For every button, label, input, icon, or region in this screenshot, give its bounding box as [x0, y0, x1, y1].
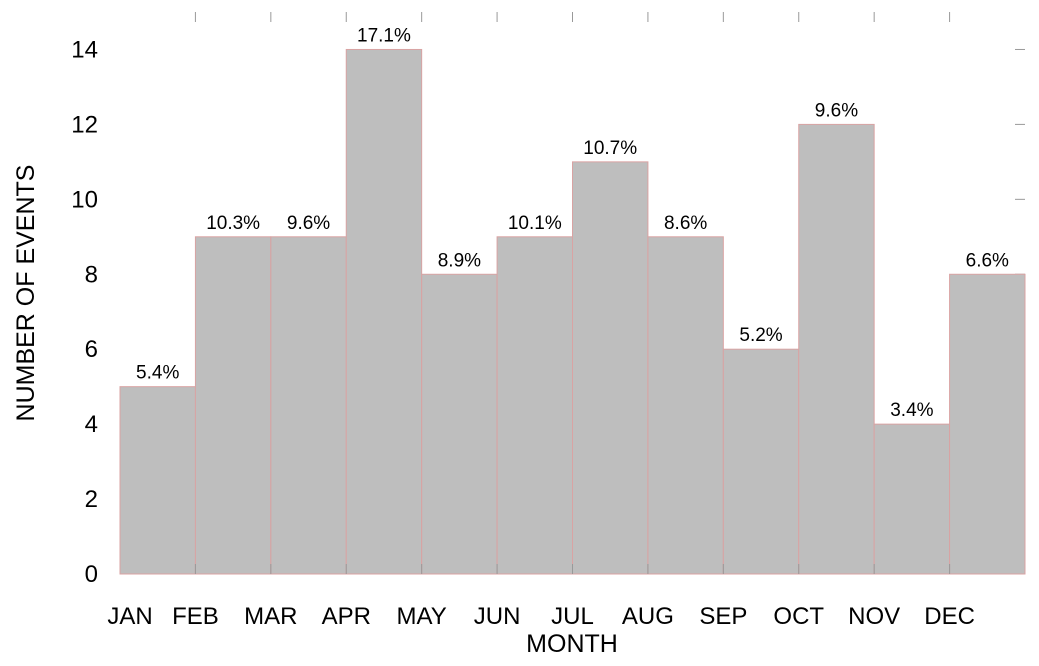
x-tick-label: MAR — [244, 603, 297, 630]
bar-percent-label: 9.6% — [815, 100, 858, 121]
bar-percent-label: 10.3% — [206, 213, 260, 234]
bar-percent-label: 10.7% — [583, 138, 637, 159]
bar — [647, 236, 724, 575]
bar-percent-label: 9.6% — [287, 213, 330, 234]
bar — [572, 161, 649, 575]
bar — [421, 273, 498, 575]
bar-percent-label: 3.4% — [890, 400, 933, 421]
y-tick-label: 14 — [71, 36, 98, 63]
x-tick-label: DEC — [924, 603, 975, 630]
x-tick-label: SEP — [699, 603, 747, 630]
x-tick-label: MAY — [397, 603, 447, 630]
y-tick-label: 4 — [85, 411, 98, 438]
x-tick-label: JUL — [551, 603, 594, 630]
x-tick-label: AUG — [622, 603, 674, 630]
x-tick-label: APR — [322, 603, 371, 630]
bar — [194, 236, 272, 575]
bar-percent-label: 8.9% — [438, 250, 481, 271]
x-axis-label: MONTH — [526, 630, 618, 658]
bar — [798, 123, 875, 575]
y-tick-label: 8 — [85, 261, 98, 288]
bar — [270, 236, 347, 575]
y-tick-label: 0 — [85, 561, 98, 588]
x-tick-label: JAN — [107, 603, 152, 630]
bar-percent-label: 17.1% — [357, 25, 411, 46]
bar-percent-label: 5.2% — [739, 325, 782, 346]
y-tick-label: 10 — [71, 186, 98, 213]
bar-percent-label: 6.6% — [966, 250, 1009, 271]
bar — [873, 423, 951, 575]
x-tick-label: OCT — [773, 603, 824, 630]
bar-percent-label: 5.4% — [136, 363, 179, 384]
x-tick-label: FEB — [172, 603, 219, 630]
bar-percent-label: 10.1% — [508, 213, 562, 234]
bar-percent-label: 8.6% — [664, 213, 707, 234]
bar — [345, 48, 423, 575]
bar — [949, 273, 1026, 575]
y-tick-label: 12 — [71, 111, 98, 138]
y-axis-label: NUMBER OF EVENTS — [12, 165, 40, 422]
y-tick-label: 6 — [85, 336, 98, 363]
x-tick-label: NOV — [848, 603, 900, 630]
bar — [119, 386, 196, 575]
bar — [722, 348, 800, 575]
x-tick-label: JUN — [474, 603, 521, 630]
y-tick-label: 2 — [85, 486, 98, 513]
bar — [496, 236, 574, 575]
